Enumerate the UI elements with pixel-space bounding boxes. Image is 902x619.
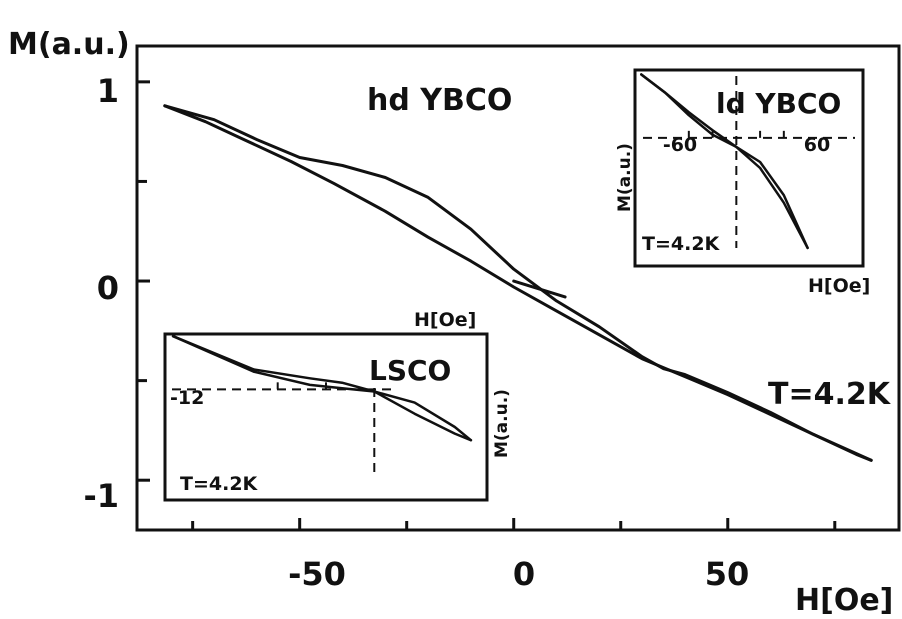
y-tick-label-minus1: -1 xyxy=(83,477,119,515)
inset-ld-x-axis-label: H[Oe] xyxy=(808,275,870,297)
main-curves xyxy=(163,104,873,462)
inset-ld-frame xyxy=(633,68,865,268)
inset-lsco-frame xyxy=(163,332,489,502)
inset-lsco-x-axis-label: H[Oe] xyxy=(414,309,476,331)
inset-lsco-temperature: T=4.2K xyxy=(180,473,259,495)
inset-ld-series-2 xyxy=(640,73,809,250)
main-chart-title: hd YBCO xyxy=(367,83,512,118)
main-plot: M(a.u.) H[Oe] hd YBCO T=4.2K 1 0 -1 -50 … xyxy=(8,27,901,618)
y-tick-label-0: 0 xyxy=(97,269,119,307)
main-temperature-annotation: T=4.2K xyxy=(768,377,892,412)
inset-lsco-series-2 xyxy=(171,334,473,442)
inset-lsco-y-axis-label: M(a.u.) xyxy=(492,389,512,458)
y-tick-label-1: 1 xyxy=(97,72,119,110)
inset-lsco-tick-label-minus12: -12 xyxy=(170,387,204,409)
main-plot-frame xyxy=(135,44,901,532)
main-x-axis-label: H[Oe] xyxy=(795,583,893,618)
x-tick-label-50: 50 xyxy=(705,555,750,593)
main-y-axis-label: M(a.u.) xyxy=(8,27,130,62)
main-initial-segment xyxy=(512,279,567,299)
inset-ld-ybco: ld YBCO -60 60 T=4.2K H[Oe] M(a.u.) xyxy=(615,68,870,297)
inset-ld-temperature: T=4.2K xyxy=(642,233,721,255)
inset-ld-tick-label-60: 60 xyxy=(804,134,830,156)
inset-ld-tick-label-minus60: -60 xyxy=(663,134,697,156)
inset-lsco-series-1 xyxy=(171,334,473,442)
x-tick-label-0: 0 xyxy=(513,555,535,593)
main-series-2 xyxy=(163,104,873,462)
x-tick-label-minus50: -50 xyxy=(288,555,346,593)
inset-ld-y-axis-label: M(a.u.) xyxy=(615,143,635,212)
inset-lsco-title: LSCO xyxy=(369,354,451,387)
inset-ld-title: ld YBCO xyxy=(716,87,841,120)
inset-ld-curves xyxy=(640,73,809,250)
main-ticks xyxy=(137,80,837,530)
inset-lsco-curves xyxy=(171,334,473,442)
inset-lsco: LSCO -12 T=4.2K H[Oe] M(a.u.) xyxy=(163,309,512,502)
